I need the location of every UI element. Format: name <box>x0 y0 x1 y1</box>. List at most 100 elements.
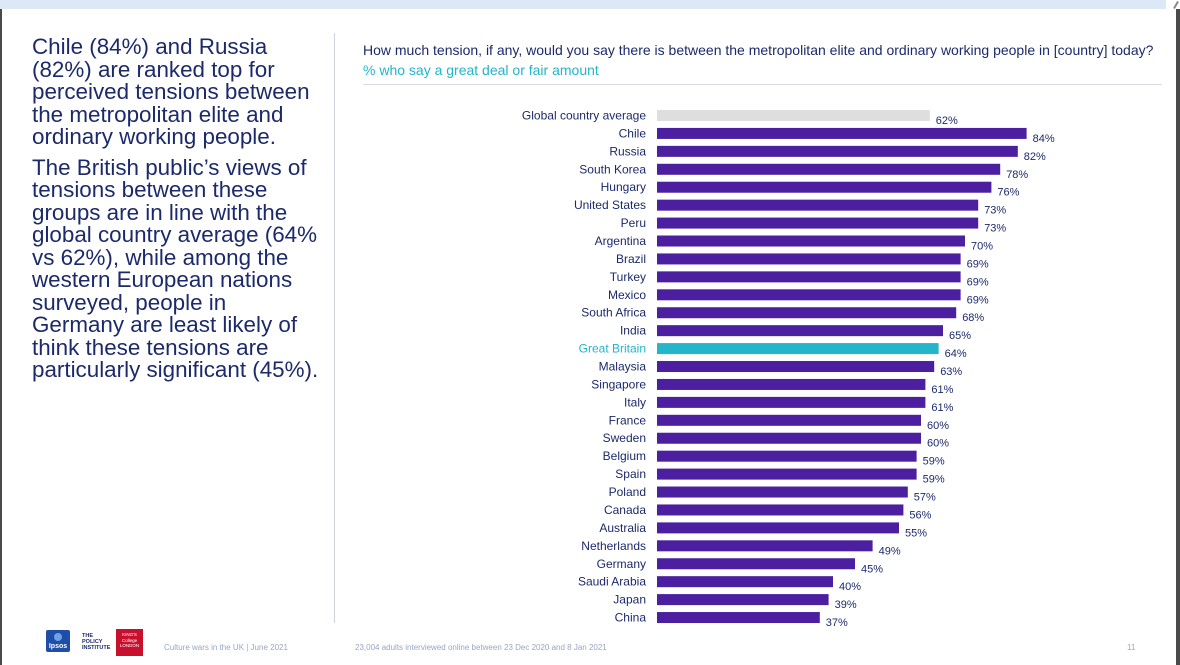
bar-china <box>657 612 820 624</box>
category-label-poland: Poland <box>609 485 646 499</box>
footer-source: Culture wars in the UK | June 2021 <box>164 643 288 652</box>
bar-turkey <box>657 271 961 283</box>
value-label-south-korea: 78% <box>1006 169 1028 181</box>
bar-brazil <box>657 253 961 265</box>
category-label-france: France <box>609 413 647 427</box>
chart-question: How much tension, if any, would you say … <box>363 40 1163 80</box>
bar-singapore <box>657 378 926 390</box>
value-label-turkey: 69% <box>967 276 989 288</box>
bar-russia <box>657 145 1018 157</box>
value-label-spain: 59% <box>923 474 945 486</box>
category-label-brazil: Brazil <box>616 252 646 266</box>
bar-hungary <box>657 181 992 193</box>
category-label-sweden: Sweden <box>603 431 646 445</box>
right-frame-edge <box>1176 9 1180 665</box>
bar-italy <box>657 396 926 408</box>
category-label-canada: Canada <box>604 503 646 517</box>
category-label-belgium: Belgium <box>603 449 646 463</box>
category-label-south-korea: South Korea <box>579 162 646 176</box>
value-label-united-states: 73% <box>984 205 1006 217</box>
bar-germany <box>657 558 855 570</box>
summary-paragraph-1: Chile (84%) and Russia (82%) are ranked … <box>32 34 310 149</box>
bar-great-britain <box>657 343 939 355</box>
corner-mark <box>1166 0 1180 9</box>
bar-spain <box>657 468 917 480</box>
category-label-mexico: Mexico <box>608 288 646 302</box>
value-label-great-britain: 64% <box>945 348 967 360</box>
vertical-divider <box>334 33 335 623</box>
bar-canada <box>657 504 904 516</box>
category-label-australia: Australia <box>599 521 646 535</box>
value-label-hungary: 76% <box>997 187 1019 199</box>
value-label-singapore: 61% <box>931 384 953 396</box>
bar-peru <box>657 217 979 229</box>
value-label-japan: 39% <box>835 599 857 611</box>
category-label-peru: Peru <box>621 216 646 230</box>
value-label-malaysia: 63% <box>940 366 962 378</box>
value-label-poland: 57% <box>914 492 936 504</box>
category-label-singapore: Singapore <box>591 377 646 391</box>
bar-netherlands <box>657 540 873 552</box>
top-band <box>0 0 1180 9</box>
summary-text: Chile (84%) and Russia (82%) are ranked … <box>32 34 322 390</box>
bar-global-country-average <box>657 110 930 121</box>
ipsos-logo: Ipsos <box>46 630 70 652</box>
value-label-china: 37% <box>826 617 848 629</box>
value-label-mexico: 69% <box>967 294 989 306</box>
category-label-argentina: Argentina <box>595 234 647 248</box>
bar-mexico <box>657 289 961 301</box>
policy-institute-logo: THE POLICY INSTITUTE <box>82 633 111 651</box>
value-label-peru: 73% <box>984 223 1006 235</box>
bar-south-korea <box>657 163 1001 175</box>
value-label-south-africa: 68% <box>962 312 984 324</box>
question-subtitle: % who say a great deal or fair amount <box>363 62 599 78</box>
category-label-global-country-average: Global country average <box>522 109 646 123</box>
value-label-russia: 82% <box>1024 151 1046 163</box>
bar-belgium <box>657 450 917 462</box>
kings-college-logo: KING'S College LONDON <box>116 629 143 656</box>
category-label-malaysia: Malaysia <box>599 360 647 374</box>
bar-australia <box>657 522 899 534</box>
bar-france <box>657 414 921 426</box>
question-rule <box>363 84 1162 85</box>
category-label-hungary: Hungary <box>601 180 646 194</box>
category-label-japan: Japan <box>613 593 646 607</box>
value-label-belgium: 59% <box>923 456 945 468</box>
page-number: 11 <box>1127 643 1136 652</box>
value-label-sweden: 60% <box>927 438 949 450</box>
category-label-russia: Russia <box>609 144 646 158</box>
value-label-chile: 84% <box>1033 133 1055 145</box>
category-label-spain: Spain <box>615 467 646 481</box>
bar-united-states <box>657 199 979 211</box>
value-label-australia: 55% <box>905 527 927 539</box>
bar-south-africa <box>657 307 957 319</box>
value-label-netherlands: 49% <box>879 545 901 557</box>
bar-malaysia <box>657 361 935 373</box>
category-label-saudi-arabia: Saudi Arabia <box>578 575 646 589</box>
value-label-france: 60% <box>927 420 949 432</box>
value-label-saudi-arabia: 40% <box>839 581 861 593</box>
category-label-turkey: Turkey <box>610 270 646 284</box>
category-label-china: China <box>615 611 647 625</box>
category-label-india: India <box>620 324 646 338</box>
left-frame-edge <box>0 9 2 665</box>
category-label-great-britain: Great Britain <box>579 342 646 356</box>
bar-japan <box>657 594 829 606</box>
bar-saudi-arabia <box>657 576 833 588</box>
value-label-brazil: 69% <box>967 258 989 270</box>
value-label-germany: 45% <box>861 563 883 575</box>
bar-sweden <box>657 432 921 444</box>
bar-india <box>657 325 943 337</box>
category-label-italy: Italy <box>624 395 646 409</box>
question-text: How much tension, if any, would you say … <box>363 42 1154 58</box>
category-label-united-states: United States <box>574 198 646 212</box>
value-label-india: 65% <box>949 330 971 342</box>
value-label-argentina: 70% <box>971 241 993 253</box>
footer-sample: 23,004 adults interviewed online between… <box>355 643 607 652</box>
bar-argentina <box>657 235 965 247</box>
bar-poland <box>657 486 908 498</box>
category-label-netherlands: Netherlands <box>581 539 646 553</box>
category-label-chile: Chile <box>619 126 647 140</box>
bar-chart: Global country average 62% Chile 84% Russia 8… <box>522 109 1055 630</box>
value-label-canada: 56% <box>909 509 931 521</box>
